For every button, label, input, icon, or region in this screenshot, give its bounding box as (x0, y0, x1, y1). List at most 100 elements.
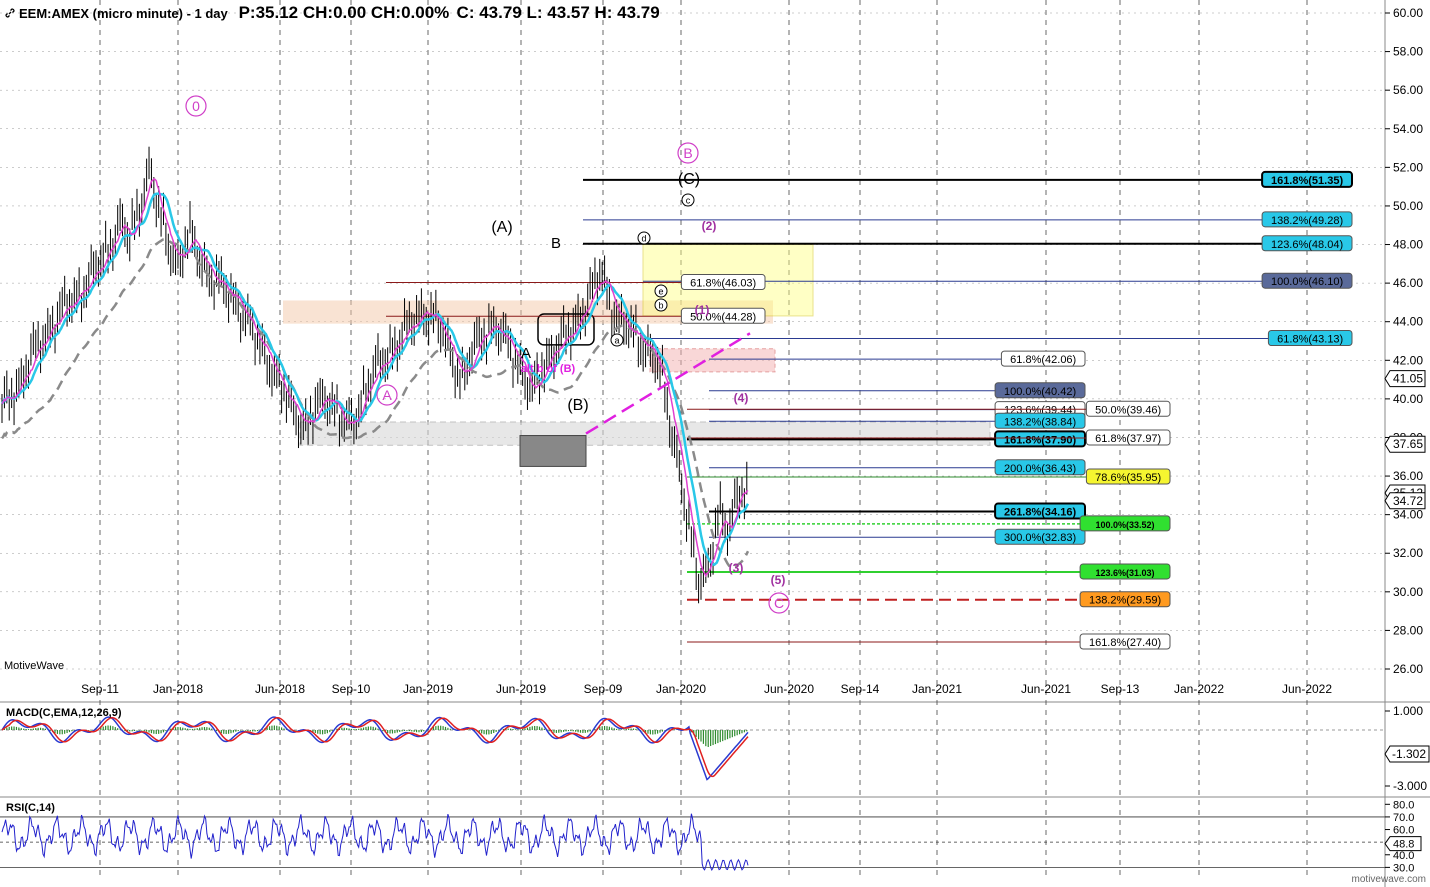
x-tick-label: Jun-2020 (764, 682, 814, 696)
fib-label: 50.0%(39.46) (1095, 404, 1161, 416)
trendline (585, 332, 751, 435)
y-tick-label: 32.00 (1393, 546, 1423, 560)
rsi-panel[interactable]: 80.070.060.0 40.030.0 48.8 (0, 799, 1422, 874)
wave-c-circle-label-circle (768, 592, 790, 614)
slow-ema-line (0, 192, 750, 567)
link-icon[interactable] (4, 7, 16, 19)
x-tick-label: Sep-10 (332, 682, 371, 696)
x-tick-label: Sep-13 (1101, 682, 1140, 696)
fib-label: 100.0%(40.42) (1004, 386, 1076, 398)
fib-label: 138.2%(38.84) (1004, 416, 1076, 428)
y-axis: 26.0028.0030.0032.0034.0036.0038.0040.00… (1385, 6, 1423, 676)
wave-4-label: (4) (734, 391, 749, 405)
subwave-e-label-circle (654, 284, 668, 298)
x-tick-label: Jan-2019 (403, 682, 453, 696)
fib-label-box (1079, 633, 1171, 650)
wave-0-label-circle (185, 95, 207, 117)
fib-label: 100.0%(46.10) (1271, 276, 1343, 288)
x-tick-label: Sep-09 (584, 682, 623, 696)
subwave-e-label: e (658, 287, 663, 297)
subwave-d-label: d (641, 234, 646, 244)
wave-a-circle-label-circle (376, 384, 398, 406)
macd-tick-label: 1.000 (1393, 704, 1423, 718)
brand-url: motivewave.com (1351, 874, 1426, 885)
axis-price-text: 41.05 (1393, 372, 1423, 386)
rsi-value-label: 48.8 (1393, 839, 1414, 851)
y-tick-label: 54.00 (1393, 122, 1423, 136)
fib-label-box (994, 528, 1086, 545)
y-tick-label: 60.00 (1393, 6, 1423, 20)
fib-label-box (680, 274, 766, 291)
y-tick-label: 34.00 (1393, 508, 1423, 522)
x-tick-label: Jun-2018 (255, 682, 305, 696)
pivot-zone (649, 348, 776, 373)
fib-label: 200.0%(36.43) (1004, 463, 1076, 475)
x-tick-label: Jun-2019 (496, 682, 546, 696)
rsi-title: RSI(C,14) (6, 802, 55, 814)
rsi-value-tag (1384, 836, 1422, 852)
axis-price-tag (1384, 435, 1426, 453)
fib-label: 161.8%(37.90) (1004, 434, 1076, 446)
fast-ema-line (1, 178, 749, 578)
macd-value-label: -1.302 (1392, 747, 1426, 761)
wave-b-plain-label: B (551, 235, 561, 252)
macd-title: MACD(C,EMA,12,26,9) (6, 707, 122, 719)
subwave-c-label: c (686, 196, 691, 206)
y-tick-label: 56.00 (1393, 83, 1423, 97)
wave-0-label: 0 (192, 98, 200, 114)
fib-label-box (1085, 400, 1171, 417)
subwave-b-label-circle (654, 298, 668, 312)
fib-label: 100.0%(33.52) (1096, 520, 1155, 530)
chart-header: EEM:AMEX (micro minute) - 1 day P:35.12 … (4, 3, 660, 23)
rsi-tick-label: 70.0 (1393, 812, 1414, 824)
macd-value-tag (1384, 745, 1430, 763)
macd-panel[interactable]: 1.000 -3.000 -1.302 (0, 704, 1430, 793)
alt-b-box (519, 435, 587, 467)
wave-b-paren-label: (B) (567, 397, 588, 414)
subwave-a-label-circle (610, 333, 624, 347)
subwave-a-label: a (614, 336, 619, 346)
fib-label-box (680, 307, 766, 324)
fib-label-box (1261, 211, 1353, 228)
fib-label-box (1085, 429, 1171, 446)
x-tick-label: Jan-2022 (1174, 682, 1224, 696)
fib-label-box (994, 430, 1086, 448)
y-tick-label: 50.00 (1393, 199, 1423, 213)
fib-label-box (1261, 272, 1353, 289)
macd-tick-label: -3.000 (1393, 779, 1427, 793)
fib-label-box (994, 459, 1086, 476)
axis-price-text: 34.72 (1393, 494, 1423, 508)
y-tick-label: 48.00 (1393, 238, 1423, 252)
y-tick-label: 30.00 (1393, 585, 1423, 599)
fib-label-box (1261, 170, 1353, 188)
rsi-tick-label: 30.0 (1393, 862, 1414, 874)
wave-3-label: (3) (729, 561, 744, 575)
wave-a-paren-label: (A) (491, 219, 512, 236)
fib-label-box (1079, 563, 1171, 580)
fib-label: 123.6%(48.04) (1271, 239, 1343, 251)
fib-label: 161.8%(27.40) (1089, 637, 1161, 649)
fib-label-box (994, 412, 1086, 429)
x-tick-label: Jan-2020 (656, 682, 706, 696)
support-zone (299, 421, 991, 446)
fib-label-box (1000, 350, 1086, 367)
wave-c-circle-label: C (774, 595, 784, 611)
y-tick-label: 36.00 (1393, 469, 1423, 483)
x-tick-label: Jun-2022 (1282, 682, 1332, 696)
fib-label-box (1085, 468, 1171, 485)
y-tick-label: 44.00 (1393, 315, 1423, 329)
fib-label: 138.2%(49.28) (1271, 215, 1343, 227)
fib-label-box (1267, 329, 1353, 346)
wave-labels: 0 A B C (A) (B) (C) A B (1) (2) (3) (4) (5) alt b of (… (185, 95, 790, 614)
x-tick-label: Sep-11 (81, 682, 119, 696)
subwave-d-label-circle (637, 231, 651, 245)
x-tick-label: Jun-2021 (1021, 682, 1071, 696)
wave-b-circle-label-circle (677, 142, 699, 164)
axis-price-tag (1384, 370, 1426, 388)
fib-label-box (1079, 515, 1171, 532)
y-tick-label: 26.00 (1393, 662, 1423, 676)
y-tick-label: 40.00 (1393, 392, 1423, 406)
alt-b-label: alt b of (B) (521, 363, 576, 375)
